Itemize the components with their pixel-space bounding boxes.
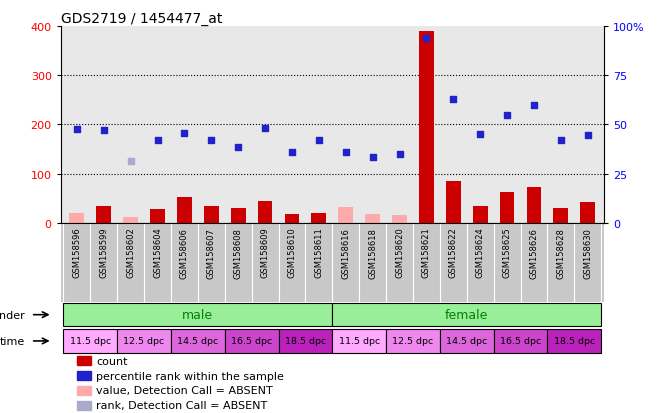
Point xyxy=(179,131,189,137)
Bar xyxy=(419,32,434,223)
Bar xyxy=(63,329,117,353)
Point xyxy=(206,138,216,144)
Bar xyxy=(440,329,494,353)
Point xyxy=(125,159,136,165)
Text: GSM158596: GSM158596 xyxy=(73,227,81,278)
Bar xyxy=(554,209,568,223)
Text: 11.5 dpc: 11.5 dpc xyxy=(70,337,111,346)
Text: GSM158628: GSM158628 xyxy=(556,227,566,278)
Bar xyxy=(473,206,488,223)
Text: GSM158606: GSM158606 xyxy=(180,227,189,278)
Point xyxy=(260,125,271,132)
Text: 12.5 dpc: 12.5 dpc xyxy=(392,337,434,346)
Bar xyxy=(77,386,90,395)
Bar xyxy=(123,217,138,223)
Text: value, Detection Call = ABSENT: value, Detection Call = ABSENT xyxy=(96,385,273,396)
Point xyxy=(421,36,432,43)
Point xyxy=(475,132,486,138)
Bar xyxy=(446,182,461,223)
Bar xyxy=(547,329,601,353)
Bar xyxy=(392,216,407,223)
Text: rank, Detection Call = ABSENT: rank, Detection Call = ABSENT xyxy=(96,400,267,410)
Bar xyxy=(257,201,273,223)
Text: count: count xyxy=(96,356,127,366)
Point xyxy=(152,138,163,144)
Text: GSM158630: GSM158630 xyxy=(583,227,592,278)
Bar xyxy=(284,214,300,223)
Text: GSM158599: GSM158599 xyxy=(99,227,108,278)
Text: GSM158607: GSM158607 xyxy=(207,227,216,278)
Text: GSM158625: GSM158625 xyxy=(503,227,512,278)
Bar xyxy=(332,303,601,327)
Bar xyxy=(332,329,386,353)
Point xyxy=(502,112,512,119)
Bar xyxy=(365,214,380,223)
Bar xyxy=(339,208,353,223)
Bar xyxy=(77,371,90,380)
Bar xyxy=(225,329,279,353)
Point xyxy=(583,133,593,139)
Bar xyxy=(279,329,332,353)
Bar xyxy=(580,203,595,223)
Point xyxy=(71,127,82,133)
Text: time: time xyxy=(0,336,26,346)
Bar xyxy=(96,206,111,223)
Point xyxy=(529,102,539,109)
Bar xyxy=(77,356,90,366)
Bar xyxy=(204,206,218,223)
Text: 11.5 dpc: 11.5 dpc xyxy=(339,337,379,346)
Text: GSM158621: GSM158621 xyxy=(422,227,431,278)
Text: percentile rank within the sample: percentile rank within the sample xyxy=(96,371,284,381)
Text: 18.5 dpc: 18.5 dpc xyxy=(285,337,326,346)
Text: 16.5 dpc: 16.5 dpc xyxy=(231,337,273,346)
Text: 14.5 dpc: 14.5 dpc xyxy=(446,337,487,346)
Text: female: female xyxy=(445,309,488,321)
Text: GSM158604: GSM158604 xyxy=(153,227,162,278)
Text: 18.5 dpc: 18.5 dpc xyxy=(554,337,595,346)
Bar xyxy=(231,209,246,223)
Point xyxy=(341,150,351,157)
Point xyxy=(286,150,297,157)
Text: GSM158624: GSM158624 xyxy=(476,227,484,278)
Point xyxy=(448,96,459,103)
Point xyxy=(556,138,566,144)
Text: GSM158622: GSM158622 xyxy=(449,227,458,278)
Text: gender: gender xyxy=(0,310,26,320)
Bar xyxy=(77,401,90,410)
Text: GSM158609: GSM158609 xyxy=(261,227,269,278)
Bar xyxy=(527,188,541,223)
Bar xyxy=(386,329,440,353)
Point xyxy=(233,144,244,150)
Bar xyxy=(494,329,547,353)
Text: GSM158620: GSM158620 xyxy=(395,227,404,278)
Bar xyxy=(177,198,192,223)
Text: GSM158616: GSM158616 xyxy=(341,227,350,278)
Bar xyxy=(150,209,165,223)
Bar xyxy=(312,214,326,223)
Bar xyxy=(63,303,332,327)
Point xyxy=(394,151,405,158)
Text: male: male xyxy=(182,309,213,321)
Text: GSM158611: GSM158611 xyxy=(314,227,323,278)
Bar xyxy=(117,329,171,353)
Text: GSM158626: GSM158626 xyxy=(529,227,539,278)
Text: GSM158618: GSM158618 xyxy=(368,227,377,278)
Point xyxy=(314,138,324,144)
Text: 16.5 dpc: 16.5 dpc xyxy=(500,337,541,346)
Point xyxy=(98,128,109,134)
Text: 12.5 dpc: 12.5 dpc xyxy=(123,337,165,346)
Bar xyxy=(69,214,84,223)
Text: 14.5 dpc: 14.5 dpc xyxy=(178,337,218,346)
Text: GSM158610: GSM158610 xyxy=(288,227,296,278)
Text: GSM158608: GSM158608 xyxy=(234,227,243,278)
Text: GSM158602: GSM158602 xyxy=(126,227,135,278)
Bar xyxy=(171,329,225,353)
Text: GDS2719 / 1454477_at: GDS2719 / 1454477_at xyxy=(61,12,222,26)
Bar xyxy=(500,193,515,223)
Point xyxy=(368,154,378,161)
